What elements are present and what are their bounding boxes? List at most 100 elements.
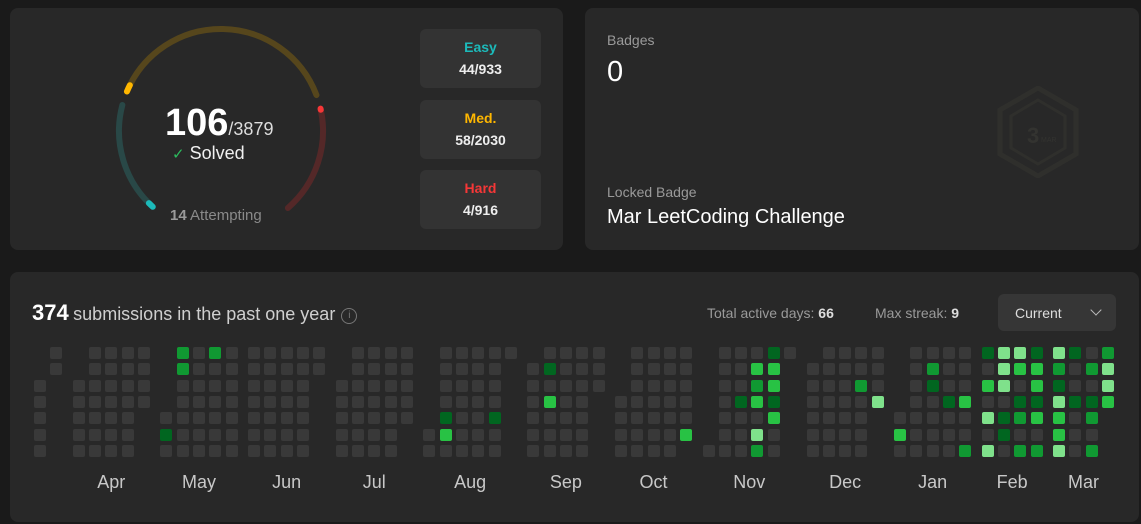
heatmap-day-cell[interactable] [855, 412, 868, 425]
heatmap-day-cell[interactable] [718, 379, 731, 392]
heatmap-day-cell[interactable] [839, 395, 852, 408]
heatmap-day-cell[interactable] [702, 444, 715, 457]
heatmap-day-cell[interactable] [822, 428, 835, 441]
heatmap-day-cell[interactable] [767, 379, 780, 392]
heatmap-day-cell[interactable] [368, 363, 381, 376]
heatmap-day-cell[interactable] [455, 412, 468, 425]
heatmap-day-cell[interactable] [631, 379, 644, 392]
heatmap-day-cell[interactable] [368, 395, 381, 408]
heatmap-day-cell[interactable] [1085, 412, 1098, 425]
heatmap-day-cell[interactable] [176, 395, 189, 408]
info-icon[interactable]: i [341, 308, 358, 324]
heatmap-day-cell[interactable] [50, 347, 63, 359]
heatmap-day-cell[interactable] [89, 379, 101, 392]
heatmap-day-cell[interactable] [663, 363, 676, 376]
heatmap-day-cell[interactable] [209, 412, 222, 425]
heatmap-day-cell[interactable] [998, 444, 1011, 457]
heatmap-day-cell[interactable] [926, 428, 939, 441]
heatmap-day-cell[interactable] [72, 428, 85, 441]
heatmap-day-cell[interactable] [647, 412, 660, 425]
heatmap-day-cell[interactable] [439, 379, 452, 392]
heatmap-day-cell[interactable] [193, 379, 205, 392]
heatmap-day-cell[interactable] [943, 379, 955, 392]
heatmap-day-cell[interactable] [822, 379, 835, 392]
heatmap-day-cell[interactable] [527, 363, 540, 376]
heatmap-day-cell[interactable] [89, 412, 101, 425]
heatmap-day-cell[interactable] [559, 379, 572, 392]
heatmap-day-cell[interactable] [1102, 379, 1114, 392]
heatmap-day-cell[interactable] [926, 395, 939, 408]
heatmap-day-cell[interactable] [89, 444, 101, 457]
heatmap-day-cell[interactable] [663, 347, 676, 359]
heatmap-day-cell[interactable] [105, 363, 118, 376]
heatmap-day-cell[interactable] [296, 444, 309, 457]
heatmap-day-cell[interactable] [400, 347, 413, 359]
heatmap-day-cell[interactable] [176, 379, 189, 392]
heatmap-day-cell[interactable] [335, 395, 348, 408]
period-dropdown[interactable]: Current [998, 294, 1116, 331]
heatmap-day-cell[interactable] [871, 347, 884, 359]
heatmap-day-cell[interactable] [1053, 412, 1066, 425]
heatmap-day-cell[interactable] [248, 395, 260, 408]
heatmap-day-cell[interactable] [767, 395, 780, 408]
heatmap-day-cell[interactable] [296, 379, 309, 392]
heatmap-day-cell[interactable] [193, 428, 205, 441]
heatmap-day-cell[interactable] [751, 412, 764, 425]
heatmap-day-cell[interactable] [384, 395, 397, 408]
heatmap-day-cell[interactable] [959, 379, 972, 392]
heatmap-day-cell[interactable] [735, 347, 748, 359]
heatmap-day-cell[interactable] [1053, 379, 1066, 392]
heatmap-day-cell[interactable] [959, 428, 972, 441]
heatmap-day-cell[interactable] [981, 428, 994, 441]
heatmap-day-cell[interactable] [998, 363, 1011, 376]
heatmap-day-cell[interactable] [137, 363, 150, 376]
heatmap-day-cell[interactable] [981, 363, 994, 376]
heatmap-day-cell[interactable] [767, 428, 780, 441]
heatmap-day-cell[interactable] [472, 444, 485, 457]
heatmap-day-cell[interactable] [176, 444, 189, 457]
heatmap-day-cell[interactable] [384, 379, 397, 392]
heatmap-day-cell[interactable] [1053, 395, 1066, 408]
heatmap-day-cell[interactable] [751, 428, 764, 441]
heatmap-day-cell[interactable] [209, 444, 222, 457]
heatmap-day-cell[interactable] [718, 347, 731, 359]
heatmap-day-cell[interactable] [663, 379, 676, 392]
heatmap-day-cell[interactable] [34, 379, 46, 392]
heatmap-day-cell[interactable] [193, 363, 205, 376]
heatmap-day-cell[interactable] [280, 412, 293, 425]
heatmap-day-cell[interactable] [614, 412, 627, 425]
heatmap-day-cell[interactable] [472, 395, 485, 408]
heatmap-day-cell[interactable] [926, 363, 939, 376]
heatmap-day-cell[interactable] [839, 379, 852, 392]
heatmap-day-cell[interactable] [614, 444, 627, 457]
heatmap-day-cell[interactable] [806, 412, 819, 425]
heatmap-day-cell[interactable] [400, 412, 413, 425]
heatmap-day-cell[interactable] [718, 395, 731, 408]
heatmap-day-cell[interactable] [998, 395, 1011, 408]
heatmap-day-cell[interactable] [543, 363, 556, 376]
heatmap-day-cell[interactable] [647, 347, 660, 359]
heatmap-day-cell[interactable] [943, 412, 955, 425]
heatmap-day-cell[interactable] [855, 363, 868, 376]
heatmap-day-cell[interactable] [735, 428, 748, 441]
heatmap-day-cell[interactable] [264, 347, 277, 359]
heatmap-day-cell[interactable] [631, 444, 644, 457]
heatmap-day-cell[interactable] [559, 347, 572, 359]
heatmap-day-cell[interactable] [225, 395, 238, 408]
heatmap-day-cell[interactable] [352, 379, 364, 392]
heatmap-day-cell[interactable] [105, 412, 118, 425]
heatmap-day-cell[interactable] [488, 412, 501, 425]
heatmap-day-cell[interactable] [121, 379, 134, 392]
heatmap-day-cell[interactable] [592, 379, 605, 392]
heatmap-day-cell[interactable] [998, 347, 1011, 359]
heatmap-day-cell[interactable] [559, 412, 572, 425]
heatmap-day-cell[interactable] [193, 395, 205, 408]
heatmap-day-cell[interactable] [910, 347, 923, 359]
heatmap-day-cell[interactable] [439, 395, 452, 408]
heatmap-day-cell[interactable] [543, 395, 556, 408]
heatmap-day-cell[interactable] [280, 395, 293, 408]
heatmap-day-cell[interactable] [894, 444, 907, 457]
heatmap-day-cell[interactable] [1102, 363, 1114, 376]
heatmap-day-cell[interactable] [72, 444, 85, 457]
heatmap-day-cell[interactable] [280, 444, 293, 457]
